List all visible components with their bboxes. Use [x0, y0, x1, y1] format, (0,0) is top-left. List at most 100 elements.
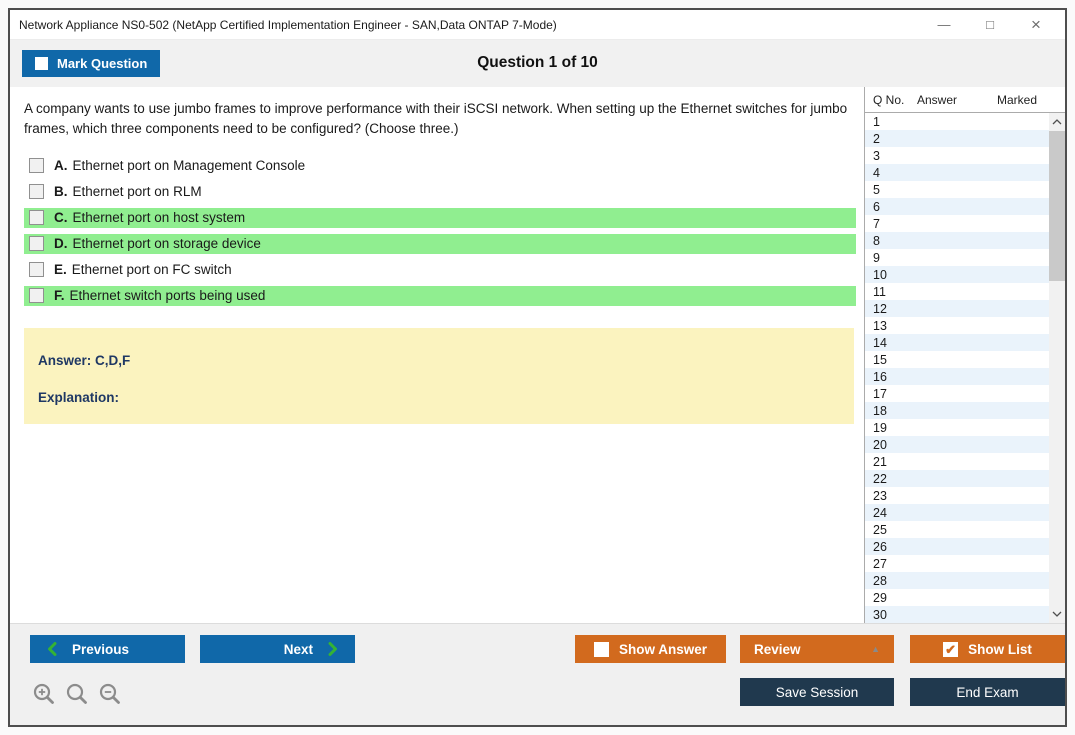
question-list-row[interactable]: 20 — [865, 436, 1049, 453]
question-list-row[interactable]: 3 — [865, 147, 1049, 164]
show-answer-checkbox[interactable]: ✔ — [593, 641, 609, 657]
show-list-button[interactable]: ✔ Show List — [910, 635, 1065, 663]
question-list-row[interactable]: 1 — [865, 113, 1049, 130]
question-list-row[interactable]: 16 — [865, 368, 1049, 385]
answer-option[interactable]: E. Ethernet port on FC switch — [24, 260, 856, 280]
question-list-row[interactable]: 25 — [865, 521, 1049, 538]
zoom-in-icon[interactable] — [32, 682, 56, 706]
scroll-up-icon[interactable] — [1049, 114, 1065, 130]
question-list-row[interactable]: 17 — [865, 385, 1049, 402]
review-dropdown[interactable]: Review ▲ — [740, 635, 894, 663]
end-exam-button[interactable]: End Exam — [910, 678, 1065, 706]
question-number: 20 — [873, 437, 887, 452]
column-header-answer[interactable]: Answer — [917, 92, 958, 107]
question-list-row[interactable]: 18 — [865, 402, 1049, 419]
question-list-row[interactable]: 22 — [865, 470, 1049, 487]
option-text: Ethernet switch ports being used — [69, 288, 266, 303]
option-letter: A. — [54, 158, 68, 173]
answer-option[interactable]: F. Ethernet switch ports being used — [24, 285, 856, 306]
question-number: 6 — [873, 199, 880, 214]
option-checkbox[interactable] — [29, 184, 44, 199]
answer-option[interactable]: C. Ethernet port on host system — [24, 207, 856, 228]
window-controls: — □ × — [921, 10, 1065, 39]
question-list-row[interactable]: 19 — [865, 419, 1049, 436]
answer-option[interactable]: B. Ethernet port on RLM — [24, 182, 856, 202]
question-list-row[interactable]: 26 — [865, 538, 1049, 555]
option-letter: E. — [54, 262, 67, 277]
question-list-row[interactable]: 30 — [865, 606, 1049, 623]
question-number: 22 — [873, 471, 887, 486]
question-list-row[interactable]: 29 — [865, 589, 1049, 606]
question-list-row[interactable]: 23 — [865, 487, 1049, 504]
title-bar: Network Appliance NS0-502 (NetApp Certif… — [10, 10, 1065, 40]
save-session-button[interactable]: Save Session — [740, 678, 894, 706]
main-area: A company wants to use jumbo frames to i… — [10, 87, 1065, 623]
column-header-marked[interactable]: Marked — [997, 92, 1038, 107]
question-number: 30 — [873, 607, 887, 622]
show-answer-label: Show Answer — [618, 641, 707, 657]
mark-question-checkbox[interactable] — [35, 57, 48, 70]
answer-panel: Answer: C,D,F Explanation: — [24, 327, 854, 424]
question-number: 18 — [873, 403, 887, 418]
question-number: 4 — [873, 165, 880, 180]
question-number: 24 — [873, 505, 887, 520]
question-number: 26 — [873, 539, 887, 554]
question-list-row[interactable]: 8 — [865, 232, 1049, 249]
option-checkbox[interactable] — [29, 158, 44, 173]
question-area: A company wants to use jumbo frames to i… — [10, 87, 864, 623]
show-answer-button[interactable]: ✔ Show Answer — [575, 635, 726, 663]
option-checkbox[interactable] — [29, 262, 44, 277]
option-letter: C. — [54, 210, 68, 225]
minimize-icon[interactable]: — — [937, 17, 951, 32]
show-list-checkbox[interactable]: ✔ — [943, 641, 959, 657]
question-number: 2 — [873, 131, 880, 146]
question-list: 1 2 3 4 5 6 7 8 9 10 11 12 13 14 15 — [865, 113, 1049, 623]
column-header-qno[interactable]: Q No. — [873, 92, 905, 107]
question-list-row[interactable]: 12 — [865, 300, 1049, 317]
previous-button[interactable]: Previous — [30, 635, 185, 663]
option-checkbox[interactable] — [29, 210, 44, 225]
app-window: Network Appliance NS0-502 (NetApp Certif… — [8, 8, 1067, 727]
question-list-row[interactable]: 24 — [865, 504, 1049, 521]
option-text: Ethernet port on FC switch — [71, 262, 232, 277]
show-list-label: Show List — [968, 641, 1032, 657]
question-list-row[interactable]: 10 — [865, 266, 1049, 283]
scrollbar-thumb[interactable] — [1049, 131, 1065, 281]
answer-option[interactable]: D. Ethernet port on storage device — [24, 233, 856, 254]
scrollbar[interactable] — [1049, 113, 1065, 623]
question-list-row[interactable]: 5 — [865, 181, 1049, 198]
question-list-row[interactable]: 7 — [865, 215, 1049, 232]
zoom-controls — [32, 682, 122, 706]
option-checkbox[interactable] — [29, 288, 44, 303]
header-bar: Mark Question Question 1 of 10 — [10, 40, 1065, 87]
question-list-row[interactable]: 2 — [865, 130, 1049, 147]
question-list-row[interactable]: 4 — [865, 164, 1049, 181]
close-icon[interactable]: × — [1031, 14, 1041, 34]
next-button[interactable]: Next — [200, 635, 355, 663]
question-list-body: 1 2 3 4 5 6 7 8 9 10 11 12 13 14 15 — [865, 113, 1065, 623]
question-list-row[interactable]: 13 — [865, 317, 1049, 334]
question-list-row[interactable]: 9 — [865, 249, 1049, 266]
maximize-icon[interactable]: □ — [986, 17, 994, 32]
zoom-out-icon[interactable] — [98, 682, 122, 706]
question-list-row[interactable]: 6 — [865, 198, 1049, 215]
question-list-row[interactable]: 27 — [865, 555, 1049, 572]
scroll-down-icon[interactable] — [1049, 606, 1065, 622]
question-list-header: Q No. Answer Marked — [865, 87, 1065, 113]
question-number: 8 — [873, 233, 880, 248]
option-checkbox[interactable] — [29, 236, 44, 251]
previous-label: Previous — [72, 641, 130, 657]
zoom-reset-icon[interactable] — [65, 682, 89, 706]
answer-option[interactable]: A. Ethernet port on Management Console — [24, 156, 856, 176]
question-number: 17 — [873, 386, 887, 401]
question-list-row[interactable]: 11 — [865, 283, 1049, 300]
question-list-row[interactable]: 28 — [865, 572, 1049, 589]
question-list-row[interactable]: 21 — [865, 453, 1049, 470]
question-list-row[interactable]: 14 — [865, 334, 1049, 351]
question-list-row[interactable]: 15 — [865, 351, 1049, 368]
question-number: 3 — [873, 148, 880, 163]
question-number: 9 — [873, 250, 880, 265]
mark-question-button[interactable]: Mark Question — [22, 50, 161, 77]
question-number: 21 — [873, 454, 887, 469]
chevron-left-icon — [47, 642, 57, 656]
